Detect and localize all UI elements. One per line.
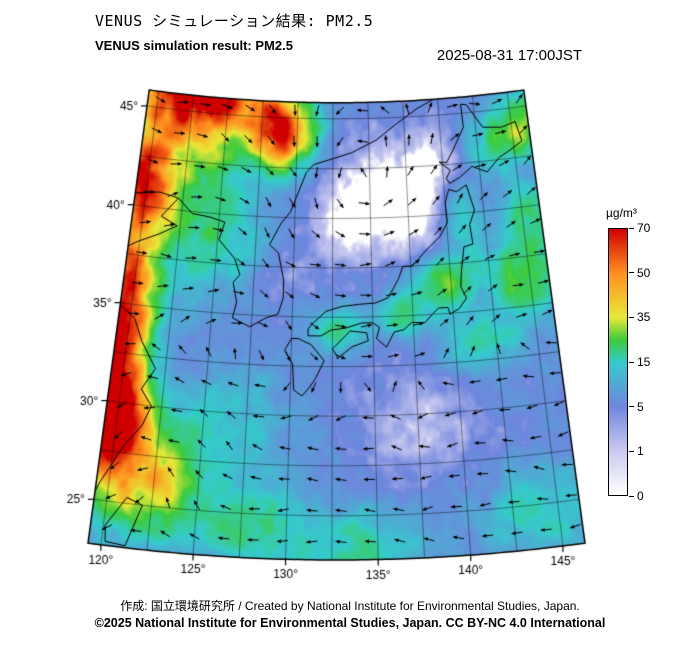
colorbar-tickmark bbox=[629, 450, 634, 452]
colorbar-tick-label: 70 bbox=[637, 221, 651, 235]
colorbar bbox=[608, 228, 628, 496]
page-title-english: VENUS simulation result: PM2.5 bbox=[95, 38, 293, 53]
page-title-japanese: VENUS シミュレーション結果: PM2.5 bbox=[95, 12, 374, 30]
colorbar-tick-label: 35 bbox=[637, 310, 651, 325]
colorbar-tickmark bbox=[629, 361, 634, 363]
colorbar-tick-label: 50 bbox=[637, 265, 651, 280]
pm25-concentration-map bbox=[30, 80, 600, 590]
colorbar-tickmark bbox=[629, 227, 634, 229]
colorbar-tick-label: 1 bbox=[637, 444, 644, 459]
colorbar-tick-label: 15 bbox=[637, 355, 651, 369]
colorbar-tick-label: 5 bbox=[637, 399, 644, 414]
credit-line: 作成: 国立環境研究所 / Created by National Instit… bbox=[120, 599, 580, 613]
colorbar-tickmark bbox=[629, 406, 634, 408]
colorbar-unit-label: µg/m³ bbox=[606, 206, 637, 220]
colorbar-tickmark bbox=[629, 272, 634, 274]
colorbar-tick-label: 0 bbox=[637, 489, 644, 503]
colorbar-tickmark bbox=[629, 316, 634, 318]
timestamp: 2025-08-31 17:00JST bbox=[436, 47, 582, 64]
license-line: ©2025 National Institute for Environment… bbox=[94, 616, 606, 630]
colorbar-tickmark bbox=[629, 495, 634, 497]
